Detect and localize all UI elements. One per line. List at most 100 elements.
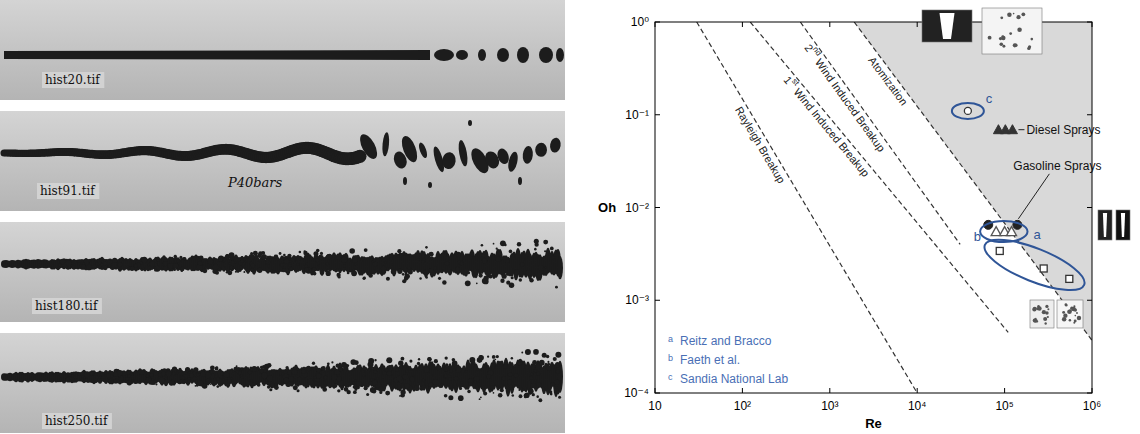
droplet — [166, 371, 172, 377]
droplet — [518, 359, 522, 363]
droplet — [409, 360, 412, 363]
droplet — [518, 389, 520, 391]
droplet — [461, 368, 463, 370]
droplet — [465, 370, 467, 372]
droplet — [418, 358, 420, 360]
inset-dot — [1076, 312, 1078, 314]
droplet — [496, 355, 499, 358]
droplet — [243, 271, 245, 273]
droplet — [292, 369, 298, 375]
droplet — [536, 372, 540, 376]
droplet — [370, 366, 374, 370]
droplet — [73, 260, 77, 264]
inset-image — [1057, 300, 1083, 328]
droplet — [305, 268, 310, 273]
droplet — [543, 240, 548, 245]
inset-frame — [1057, 300, 1083, 328]
droplet — [364, 248, 368, 252]
droplet — [116, 376, 119, 379]
droplet — [487, 368, 489, 370]
area — [854, 22, 1092, 340]
x-tick — [655, 22, 656, 27]
jet-blob — [496, 147, 511, 165]
droplet — [163, 261, 168, 266]
droplet — [368, 358, 374, 364]
droplet — [92, 374, 94, 376]
leader — [1018, 174, 1049, 219]
droplet — [403, 177, 407, 185]
droplet — [503, 364, 508, 369]
droplet — [71, 265, 74, 268]
droplet — [252, 382, 256, 386]
droplet — [539, 360, 545, 366]
jet-core — [4, 50, 430, 60]
inset-dot — [1032, 307, 1036, 311]
droplet — [268, 381, 271, 384]
droplet — [493, 243, 495, 245]
droplet — [77, 262, 80, 265]
droplet — [322, 387, 327, 392]
point — [1066, 275, 1073, 282]
droplet — [215, 271, 219, 275]
droplet — [296, 256, 301, 261]
droplet — [509, 250, 513, 254]
droplet — [316, 373, 321, 378]
droplet — [315, 258, 319, 262]
droplet — [90, 372, 95, 377]
droplet — [195, 385, 197, 387]
droplet — [492, 355, 496, 359]
droplet — [189, 373, 194, 378]
droplet — [306, 366, 311, 371]
label-part: Wind Induced Breakup — [811, 54, 887, 154]
droplet — [387, 365, 392, 370]
droplet — [94, 260, 97, 263]
droplet — [525, 349, 531, 355]
droplet — [387, 371, 392, 376]
droplet — [337, 389, 340, 392]
droplet — [196, 256, 199, 259]
droplet — [486, 375, 491, 380]
droplet — [556, 48, 564, 62]
droplet — [467, 271, 470, 274]
droplet — [336, 376, 341, 381]
droplet — [505, 259, 509, 263]
chart: 1010²10³10⁴10⁵10⁶10⁻⁴10⁻³10⁻²10⁻¹10⁰ReOh — [598, 15, 1101, 431]
group-ellipse — [980, 221, 1027, 242]
droplet — [353, 385, 356, 388]
photo-label: hist180.tif — [35, 299, 99, 313]
droplet — [225, 378, 227, 380]
droplet — [96, 265, 99, 268]
jet-bulge — [434, 49, 454, 61]
droplet — [529, 278, 533, 282]
droplet — [149, 261, 154, 266]
droplet — [129, 266, 133, 270]
inset-spray — [1121, 213, 1125, 237]
photo-panel: hist180.tif — [0, 222, 565, 322]
y-tick — [655, 207, 660, 208]
droplet — [519, 278, 522, 281]
inset-dot — [1002, 45, 1005, 48]
droplet — [355, 380, 357, 382]
droplet — [550, 247, 554, 251]
droplet — [215, 366, 218, 369]
y-tick — [1087, 114, 1092, 115]
droplet — [257, 253, 262, 258]
droplet — [427, 357, 431, 361]
droplet — [312, 268, 316, 272]
droplet — [317, 368, 322, 373]
droplet — [165, 377, 167, 379]
droplet — [520, 262, 524, 266]
droplet — [222, 378, 225, 381]
droplet — [154, 266, 160, 272]
droplet — [438, 277, 441, 280]
droplet — [84, 371, 90, 377]
droplet — [547, 366, 552, 371]
droplet — [127, 265, 129, 267]
droplet — [267, 375, 273, 381]
droplet — [327, 362, 330, 365]
droplet — [182, 374, 187, 379]
droplet — [58, 263, 61, 266]
jet-blob — [507, 151, 520, 173]
x-tick-label: 10² — [734, 399, 751, 413]
droplet — [259, 368, 264, 373]
